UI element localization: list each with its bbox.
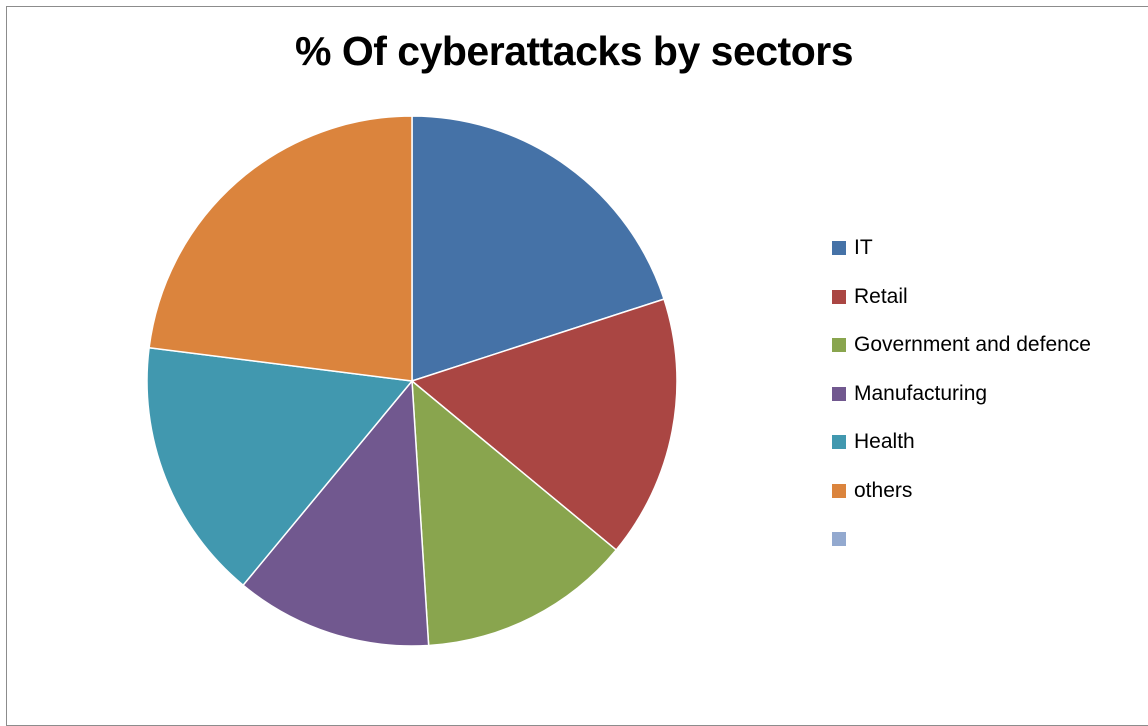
pie-slice-retail [410,298,678,551]
pie-slice-government-and-defence [411,379,618,647]
legend-item: Retail [832,273,1091,322]
legend-swatch [832,435,846,450]
pie-slice-others [148,115,413,382]
legend-swatch [832,532,846,547]
legend-swatch [832,483,846,498]
legend-item: Manufacturing [832,370,1091,419]
legend-item: others [832,467,1091,516]
legend-item: Health [832,418,1091,467]
legend-label: IT [854,236,873,260]
legend-swatch [832,241,846,256]
legend-label: Retail [854,284,908,308]
legend-swatch [832,338,846,353]
pie-chart [146,115,678,647]
chart-legend: IT Retail Government and defence Manufactur… [832,224,1091,564]
legend-item: IT [832,224,1091,273]
pie-slice-it [411,115,665,383]
legend-label: others [854,478,913,502]
pie-slice-manufacturing [242,379,430,647]
legend-item [832,515,1091,564]
legend-label: Health [854,430,915,454]
legend-label: Government and defence [854,333,1091,357]
pie-slice-health [146,346,414,587]
chart-title: % Of cyberattacks by sectors [295,28,854,74]
legend-swatch [832,289,846,304]
legend-swatch [832,386,846,401]
legend-item: Government and defence [832,321,1091,370]
legend-label: Manufacturing [854,381,988,405]
